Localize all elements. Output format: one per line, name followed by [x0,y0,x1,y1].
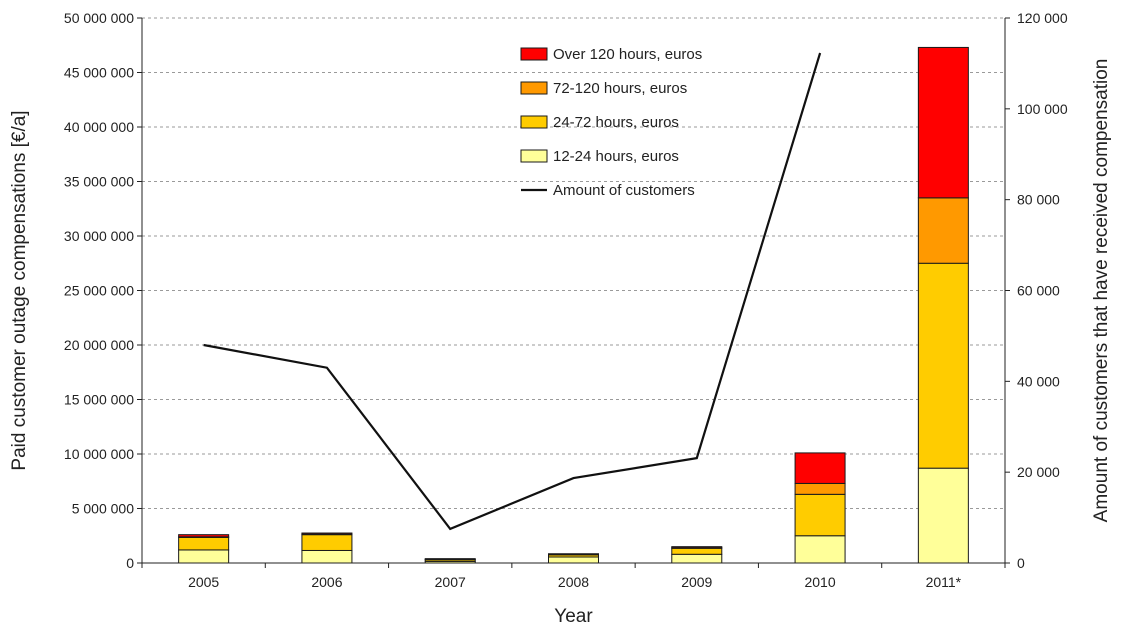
bar-segment [178,534,230,538]
series-line [203,52,822,531]
right-tick-label: 0 [1017,555,1025,571]
left-tick-label: 45 000 000 [64,65,134,81]
bars [178,46,969,564]
left-tick-label: 20 000 000 [64,337,134,353]
left-tick-label: 25 000 000 [64,283,134,299]
legend: Over 120 hours, euros 72-120 hours, euros… [520,46,702,199]
bar-segment [794,452,846,484]
right-tick-label: 20 000 [1017,464,1060,480]
left-axis-ticks: 0 5 000 000 10 000 000 15 000 000 20 000 000… [64,10,142,571]
bar-segment [794,482,846,495]
bar-segment [917,467,969,564]
right-tick-label: 80 000 [1017,192,1060,208]
bar-segment [178,549,230,564]
bar-segment [794,535,846,564]
x-tick-label: 2008 [558,574,589,590]
left-tick-label: 50 000 000 [64,10,134,26]
customers-line [203,52,822,531]
left-tick-label: 5 000 000 [72,501,134,517]
legend-swatch [520,47,548,61]
right-tick-label: 60 000 [1017,283,1060,299]
left-tick-label: 35 000 000 [64,174,134,190]
left-tick-label: 30 000 000 [64,228,134,244]
bar-segment [671,547,723,555]
bar-segment [301,549,353,564]
legend-swatch [520,81,548,95]
right-tick-label: 40 000 [1017,373,1060,389]
left-axis-title: Paid customer outage compensations [€/a] [9,110,30,470]
legend-label: 12-24 hours, euros [553,148,679,165]
x-axis-title: Year [554,606,593,627]
legend-label: 24-72 hours, euros [553,114,679,131]
x-tick-label: 2005 [188,574,219,590]
legend-label: 72-120 hours, euros [553,80,687,97]
x-tick-label: 2011* [926,574,962,590]
right-tick-label: 120 000 [1017,10,1068,26]
bar-segment [794,493,846,537]
bar-segment [301,532,353,535]
legend-label: Amount of customers [553,182,695,199]
x-axis-ticks: 2005 2006 2007 2008 2009 2010 2011* [141,563,1006,590]
right-axis-title: Amount of customers that have received c… [1091,59,1112,523]
bar-segment [548,556,599,564]
x-tick-label: 2007 [435,574,466,590]
right-tick-label: 100 000 [1017,101,1068,117]
x-tick-label: 2009 [681,574,712,590]
x-tick-label: 2010 [804,574,835,590]
bar-segment [671,553,723,564]
bar-segment [671,546,723,549]
right-axis-ticks: 0 20 000 40 000 60 000 80 000 100 000 120 000 [1005,10,1068,571]
x-tick-label: 2006 [311,574,342,590]
left-tick-label: 15 000 000 [64,392,134,408]
left-tick-label: 10 000 000 [64,446,134,462]
bar-segment [917,46,969,199]
bar-segment [548,553,599,555]
legend-swatch [520,115,548,129]
bar-segment [917,197,969,264]
bar-segment [301,534,353,551]
left-tick-label: 0 [126,555,134,571]
bar-segment [424,558,476,560]
bar-segment [178,536,230,551]
legend-label: Over 120 hours, euros [553,46,702,63]
bar-segment [917,262,969,469]
left-tick-label: 40 000 000 [64,119,134,135]
legend-swatch [520,149,548,163]
